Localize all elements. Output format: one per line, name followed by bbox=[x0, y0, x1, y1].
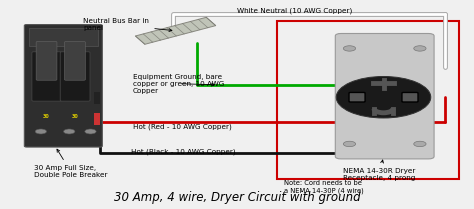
Bar bbox=[94, 113, 100, 125]
FancyBboxPatch shape bbox=[64, 42, 85, 80]
Circle shape bbox=[414, 141, 426, 147]
Text: 30: 30 bbox=[43, 115, 50, 120]
Text: Note: Cord needs to be
a NEMA 14-30P (4 wire): Note: Cord needs to be a NEMA 14-30P (4 … bbox=[284, 180, 364, 194]
Text: Hot (Black - 10 AWG Copper): Hot (Black - 10 AWG Copper) bbox=[131, 149, 235, 155]
Circle shape bbox=[343, 46, 356, 51]
Bar bbox=[277, 22, 459, 179]
FancyBboxPatch shape bbox=[36, 42, 57, 80]
Text: 30 Amp, 4 wire, Dryer Circuit with ground: 30 Amp, 4 wire, Dryer Circuit with groun… bbox=[114, 191, 360, 204]
FancyBboxPatch shape bbox=[349, 92, 365, 102]
FancyBboxPatch shape bbox=[32, 52, 62, 101]
Text: White Neutral (10 AWG Copper): White Neutral (10 AWG Copper) bbox=[237, 8, 352, 14]
Text: Hot (Red - 10 AWG Copper): Hot (Red - 10 AWG Copper) bbox=[133, 124, 232, 130]
Circle shape bbox=[35, 129, 46, 134]
Text: Neutral Bus Bar in
panel: Neutral Bus Bar in panel bbox=[83, 18, 172, 32]
Bar bbox=[94, 92, 100, 104]
Text: 30: 30 bbox=[72, 115, 78, 120]
Bar bbox=[29, 28, 98, 46]
Circle shape bbox=[85, 129, 96, 134]
Circle shape bbox=[414, 46, 426, 51]
FancyBboxPatch shape bbox=[60, 52, 90, 101]
Circle shape bbox=[64, 129, 75, 134]
Text: 30 Amp Full Size,
Double Pole Breaker: 30 Amp Full Size, Double Pole Breaker bbox=[34, 149, 107, 178]
Polygon shape bbox=[136, 17, 216, 44]
FancyBboxPatch shape bbox=[335, 33, 434, 159]
Circle shape bbox=[343, 141, 356, 147]
Text: NEMA 14-30R Dryer
Receptacle, 4 prong: NEMA 14-30R Dryer Receptacle, 4 prong bbox=[343, 160, 416, 181]
Text: Equipment Ground, bare
copper or green, 10 AWG
Copper: Equipment Ground, bare copper or green, … bbox=[133, 74, 224, 94]
FancyBboxPatch shape bbox=[24, 25, 102, 147]
FancyBboxPatch shape bbox=[402, 92, 418, 102]
Circle shape bbox=[336, 76, 431, 118]
